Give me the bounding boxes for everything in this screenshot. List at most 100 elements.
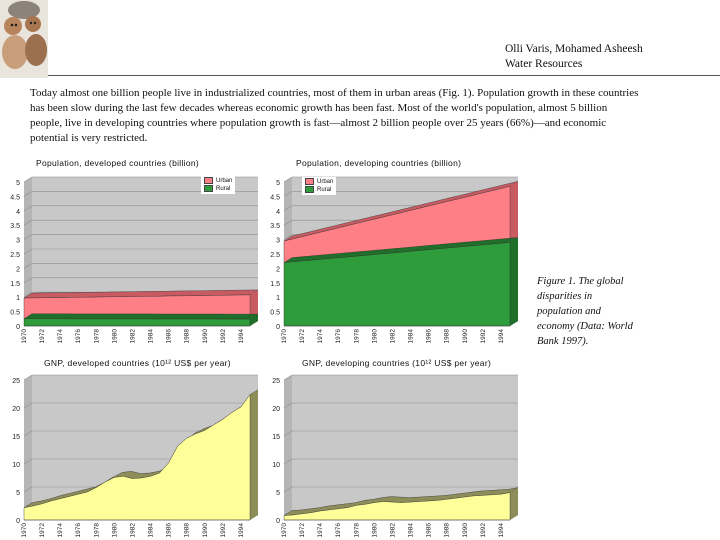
header-book: Water Resources	[505, 58, 583, 70]
header-rule	[48, 75, 720, 76]
y-tick-label: 4	[16, 209, 20, 216]
legend-swatch-rural	[305, 186, 314, 194]
x-tick-label: 1978	[353, 329, 360, 344]
plot-back-wall	[292, 375, 518, 515]
x-tick-label: 1970	[281, 523, 288, 538]
x-tick-label: 1978	[93, 329, 100, 344]
x-tick-label: 1986	[166, 329, 173, 344]
x-tick-label: 1976	[75, 329, 82, 344]
x-tick-label: 1976	[335, 329, 342, 344]
gridline	[283, 374, 518, 381]
x-tick-label: 1980	[111, 523, 118, 538]
y-tick-label: 10	[272, 462, 280, 469]
series-urban-side	[250, 289, 258, 320]
gridline	[283, 191, 518, 197]
x-tick-label: 1974	[317, 329, 324, 344]
y-tick-label: 1.5	[10, 281, 20, 288]
y-tick-label: 3.5	[270, 223, 280, 230]
gridline	[23, 205, 258, 212]
x-tick-label: 1970	[281, 329, 288, 344]
x-tick-label: 1994	[238, 523, 245, 538]
y-tick-label: 4	[276, 209, 280, 216]
y-tick-label: 15	[272, 434, 280, 441]
chart-gnp-developed: 0 5 10 15 20 25 1970 1972 1974 1976 1978 1980 1982 19…	[12, 374, 259, 538]
x-tick-label: 1992	[480, 329, 487, 344]
gridline	[23, 219, 258, 226]
y-tick-label: 10	[12, 462, 20, 469]
x-tick-label: 1986	[426, 523, 433, 538]
x-tick-label: 1974	[57, 329, 64, 344]
gridline	[23, 374, 258, 381]
x-tick-label: 1988	[184, 329, 191, 344]
x-tick-label: 1980	[371, 523, 378, 538]
x-tick-label: 1982	[130, 329, 137, 344]
y-tick-label: 1	[16, 295, 20, 302]
x-tick-label: 1990	[462, 329, 469, 344]
y-tick-label: 0	[16, 324, 20, 331]
legend-item-urban: Urban	[305, 178, 333, 186]
x-tick-label: 1992	[480, 523, 487, 538]
x-tick-label: 1988	[444, 329, 451, 344]
x-tick-label: 1976	[335, 523, 342, 538]
x-tick-label: 1982	[390, 523, 397, 538]
y-tick-label: 0	[16, 518, 20, 525]
x-tick-label: 1994	[498, 329, 505, 344]
series-rural-side	[250, 314, 258, 326]
y-tick-label: 1.5	[270, 281, 280, 288]
x-tick-label: 1978	[353, 523, 360, 538]
figure-caption: Figure 1. The global disparities in popu…	[537, 276, 633, 347]
y-tick-label: 2.5	[270, 252, 280, 259]
chart-pop-developing: 0 0.5 1 1.5 2 2.5 3 3.5 4 4.5 5 1970 1972 1974 1976 197…	[270, 176, 519, 344]
series-rural-side	[510, 237, 518, 326]
y-tick-label: 0	[276, 518, 280, 525]
chart-title-pop-developing: Population, developing countries (billio…	[296, 158, 462, 168]
x-tick-label: 1978	[93, 523, 100, 538]
gridline	[23, 234, 258, 240]
gridline	[23, 191, 258, 197]
y-tick-label: 3	[276, 238, 280, 245]
x-tick-label: 1992	[220, 329, 227, 344]
gridline	[23, 277, 258, 284]
intro-paragraph: Today almost one billion people live in …	[30, 87, 639, 144]
y-tick-label: 20	[272, 406, 280, 413]
series-urban-side	[510, 181, 518, 243]
y-tick-label: 5	[276, 180, 280, 187]
legend-label-urban: Urban	[317, 179, 334, 186]
y-tick-label: 3.5	[10, 223, 20, 230]
x-tick-label: 1984	[408, 329, 415, 344]
x-tick-label: 1984	[408, 523, 415, 538]
gridline	[283, 402, 518, 409]
chart-title-gnp-developing: GNP, developing countries (10¹² US$ per …	[302, 358, 492, 368]
x-tick-label: 1980	[111, 329, 118, 344]
gridline	[283, 458, 518, 465]
series-rural-area	[23, 318, 251, 327]
x-tick-label: 1970	[21, 329, 28, 344]
y-tick-label: 0.5	[270, 310, 280, 317]
legend-item-rural: Rural	[305, 186, 333, 194]
x-tick-label: 1974	[317, 523, 324, 538]
plot-side-wall	[284, 375, 292, 520]
y-tick-label: 20	[12, 406, 20, 413]
gridline	[23, 248, 258, 255]
y-tick-label: 2	[276, 266, 280, 273]
y-tick-label: 5	[16, 490, 20, 497]
y-tick-label: 2	[16, 266, 20, 273]
y-tick-label: 25	[272, 378, 280, 385]
legend-item-rural: Rural	[204, 185, 232, 193]
y-tick-label: 4.5	[270, 194, 280, 201]
y-tick-label: 5	[16, 180, 20, 187]
gridline	[283, 430, 518, 437]
legend-pop-developed: Urban Rural	[201, 176, 236, 195]
legend-label-urban: Urban	[216, 178, 233, 185]
series-gnp-side	[510, 487, 518, 520]
chart-title-pop-developed: Population, developed countries (billion…	[36, 158, 200, 168]
y-tick-label: 4.5	[10, 194, 20, 201]
gridline	[23, 176, 258, 183]
gridline	[283, 176, 518, 183]
gridline	[283, 486, 518, 493]
legend-label-rural: Rural	[317, 187, 332, 194]
header: Olli Varis, Mohamed Asheesh Water Resour…	[505, 42, 643, 72]
gridline	[23, 402, 258, 409]
y-tick-label: 5	[276, 490, 280, 497]
legend-label-rural: Rural	[216, 186, 231, 193]
